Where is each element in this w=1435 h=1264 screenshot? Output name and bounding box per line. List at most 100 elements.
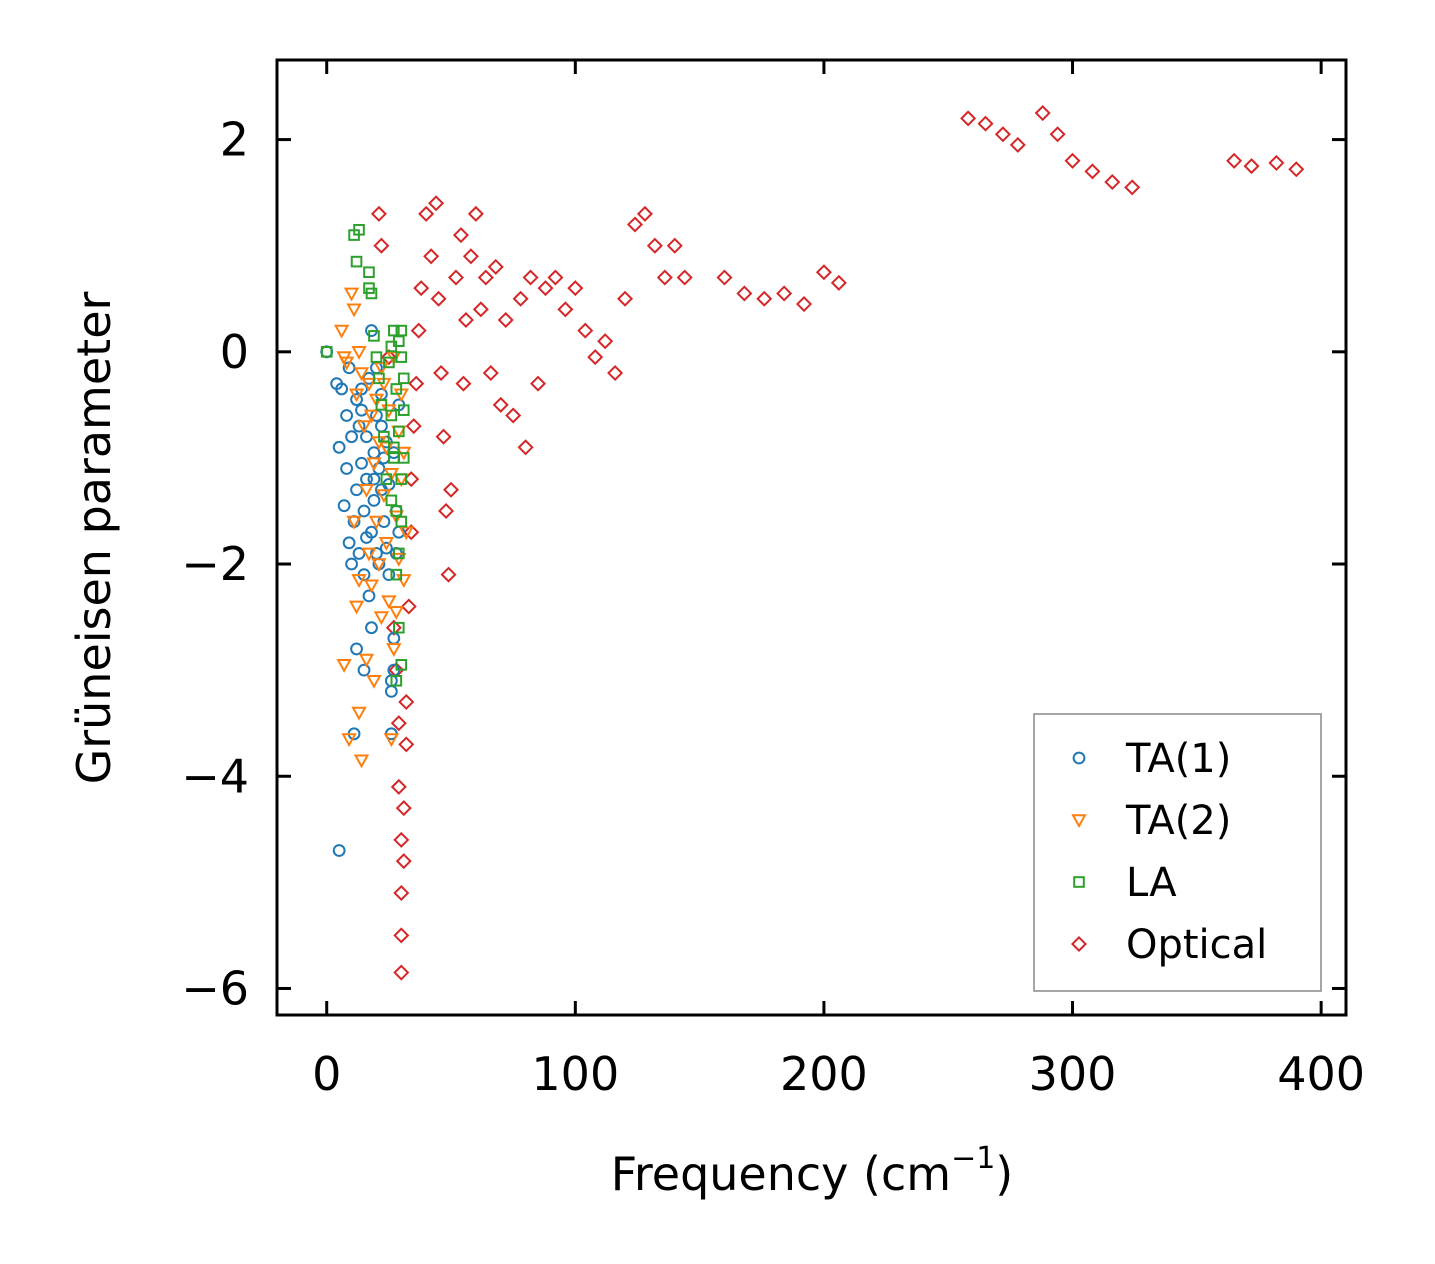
data-point — [333, 324, 350, 339]
data-point — [830, 274, 847, 291]
data-point — [348, 600, 365, 615]
data-point — [352, 547, 366, 560]
data-point — [467, 205, 484, 222]
data-point — [756, 290, 773, 307]
data-point — [361, 377, 377, 392]
data-point — [343, 287, 360, 302]
data-point — [366, 674, 382, 689]
data-point — [397, 404, 410, 416]
data-point — [617, 290, 634, 307]
data-point — [636, 205, 653, 222]
plot-frame — [275, 58, 1348, 1017]
data-point — [358, 653, 375, 668]
data-point — [597, 333, 614, 350]
data-point — [393, 927, 410, 944]
data-point — [368, 515, 385, 530]
data-point — [378, 537, 395, 551]
data-point — [413, 280, 430, 297]
data-point — [1104, 174, 1121, 191]
axes: 0 100 200 300 400 −6 −4 −2 0 2 — [181, 58, 1365, 1101]
data-point — [368, 330, 380, 342]
data-point — [418, 205, 435, 222]
data-point — [397, 452, 410, 464]
data-point — [815, 264, 832, 281]
data-point — [405, 418, 422, 435]
data-point — [388, 441, 400, 454]
legend-entry: Optical — [1070, 922, 1267, 968]
data-point — [350, 255, 363, 268]
x-tick-label: 100 — [531, 1047, 619, 1101]
data-point — [353, 367, 370, 382]
data-point — [360, 430, 373, 444]
series-optical — [370, 105, 1305, 981]
series-la — [320, 223, 410, 687]
data-point — [390, 778, 407, 795]
data-point — [646, 237, 663, 254]
data-point — [487, 258, 504, 275]
data-point — [366, 457, 382, 472]
data-point — [482, 365, 499, 382]
data-point — [345, 557, 358, 571]
data-point — [358, 483, 375, 498]
data-point — [353, 223, 365, 236]
data-point — [395, 515, 408, 528]
legend-marker — [1071, 814, 1087, 829]
data-point — [362, 589, 376, 603]
data-point — [357, 663, 371, 677]
data-point — [537, 280, 554, 297]
data-point — [351, 574, 367, 589]
legend-marker — [1072, 751, 1086, 765]
data-point — [393, 425, 405, 438]
data-point — [397, 372, 410, 385]
data-point — [457, 311, 474, 328]
data-point — [656, 269, 673, 286]
data-point — [388, 605, 405, 620]
data-point — [462, 248, 479, 265]
x-tick-label: 400 — [1277, 1047, 1365, 1101]
data-point — [367, 472, 381, 486]
data-point — [557, 301, 574, 318]
legend-entry: LA — [1073, 860, 1177, 906]
data-point — [477, 269, 494, 286]
data-point — [410, 322, 427, 339]
data-point — [363, 266, 375, 279]
data-point — [340, 409, 354, 422]
data-point — [517, 439, 534, 456]
data-point — [1064, 152, 1081, 169]
legend-marker — [1070, 935, 1088, 953]
data-point — [423, 248, 440, 265]
data-point — [363, 579, 380, 594]
y-axis-label: Grüneisen parameter — [67, 291, 121, 784]
data-point — [384, 684, 398, 698]
data-point — [350, 483, 363, 497]
data-point — [378, 430, 390, 443]
data-point — [340, 462, 354, 475]
data-point — [736, 285, 753, 302]
series-ta-2- — [333, 287, 414, 769]
x-axis-label-superscript: −1 — [951, 1141, 995, 1176]
data-point — [356, 420, 372, 435]
data-point — [336, 659, 352, 673]
data-point — [320, 346, 333, 358]
data-point — [408, 375, 425, 392]
data-point — [385, 409, 398, 422]
legend-label: TA(2) — [1125, 798, 1231, 844]
data-point — [371, 558, 387, 573]
x-tick-label: 200 — [780, 1047, 868, 1101]
data-point — [320, 345, 334, 359]
data-point — [370, 205, 387, 222]
legend-box — [1033, 713, 1322, 992]
data-point — [390, 505, 403, 517]
data-point — [960, 110, 977, 127]
x-axis-label-tail: ) — [995, 1147, 1013, 1201]
data-point — [375, 399, 388, 411]
data-point — [1226, 152, 1243, 169]
data-point — [332, 844, 346, 857]
data-point — [393, 884, 410, 901]
data-point — [393, 831, 410, 848]
data-point — [353, 754, 370, 769]
data-point — [355, 456, 368, 470]
data-point — [350, 642, 363, 656]
data-point — [1049, 126, 1066, 143]
